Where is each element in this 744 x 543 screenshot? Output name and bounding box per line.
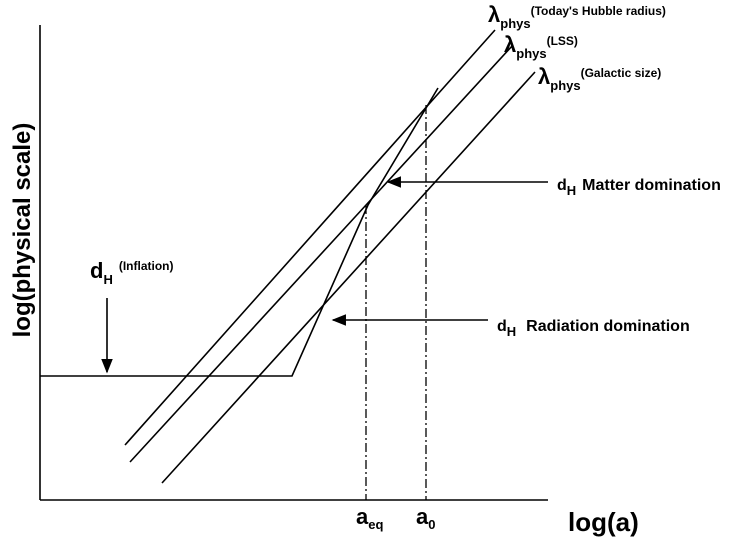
a0-label: a0 <box>416 504 435 532</box>
horizon-curve <box>40 87 439 377</box>
galactic-line <box>161 71 536 484</box>
radiation-label: dH Radiation domination <box>497 318 690 339</box>
lss-line <box>129 44 514 463</box>
galactic-label: λphys(Galactic size) <box>538 64 661 93</box>
inflation-label: dH(Inflation) <box>90 258 174 287</box>
x-axis-label: log(a) <box>568 507 639 537</box>
hubble-line <box>124 29 496 446</box>
matter-label: dH Matter domination <box>557 177 721 198</box>
hubble-label: λphys(Today's Hubble radius) <box>488 2 666 31</box>
y-axis-label: log(physical scale) <box>9 123 36 338</box>
aeq-label: aeq <box>356 504 383 532</box>
lss-label: λphys(LSS) <box>504 32 578 61</box>
